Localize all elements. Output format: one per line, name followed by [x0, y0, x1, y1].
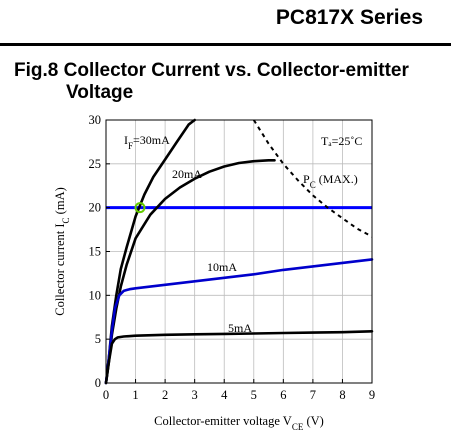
y-tick-label: 30 [89, 113, 102, 127]
grid [105, 119, 373, 384]
x-tick-label: 2 [162, 388, 168, 402]
series-line-1 [104, 159, 276, 385]
tick-labels: 0 1 2 3 4 5 6 7 8 9 0 5 10 15 20 25 30 [89, 113, 376, 402]
series-line-3 [104, 330, 374, 385]
series-title: PC817X Series [275, 6, 423, 29]
series-line-2 [104, 258, 374, 385]
marker-circle [134, 202, 146, 214]
figure-title-line-1: Fig.8 Collector Current vs. Collector-em… [14, 60, 409, 81]
x-tick-label: 3 [192, 388, 198, 402]
annotations: IF=30mA 20mA 10mA 5mA Tₐ=25˚C PC (MAX.) Collec… [53, 133, 362, 432]
x-tick-label: 8 [339, 388, 345, 402]
figure-title-line-2: Voltage [66, 82, 134, 103]
pc-max-label: PC (MAX.) [303, 172, 358, 190]
y-tick-label: 10 [89, 288, 102, 302]
figure-title: Fig.8 Collector Current vs. Collector-em… [14, 60, 444, 104]
x-tick-label: 6 [280, 388, 286, 402]
series-label-20ma: 20mA [172, 167, 202, 181]
header-rule [0, 43, 451, 46]
pc-max-curve [252, 119, 373, 238]
y-tick-label: 15 [89, 245, 102, 259]
x-tick-label: 9 [369, 388, 375, 402]
x-tick-label: 4 [221, 388, 228, 402]
x-tick-label: 7 [310, 388, 316, 402]
y-axis-label: Collector current IC (mA) [53, 187, 71, 316]
y-tick-label: 20 [89, 201, 102, 215]
x-tick-label: 1 [132, 388, 138, 402]
y-tick-label: 0 [95, 376, 101, 390]
x-axis-label: Collector-emitter voltage VCE (V) [154, 414, 324, 432]
x-tick-label: 5 [251, 388, 257, 402]
plot-frame [105, 119, 373, 384]
x-tick-label: 0 [103, 388, 109, 402]
y-tick-label: 25 [89, 157, 102, 171]
y-tick-label: 5 [95, 332, 101, 346]
series-label-10ma: 10mA [207, 260, 237, 274]
series-label-5ma: 5mA [228, 321, 252, 335]
series-label-30ma: IF=30mA [124, 133, 170, 151]
temperature-label: Tₐ=25˚C [321, 134, 362, 148]
series-layer [104, 118, 374, 385]
